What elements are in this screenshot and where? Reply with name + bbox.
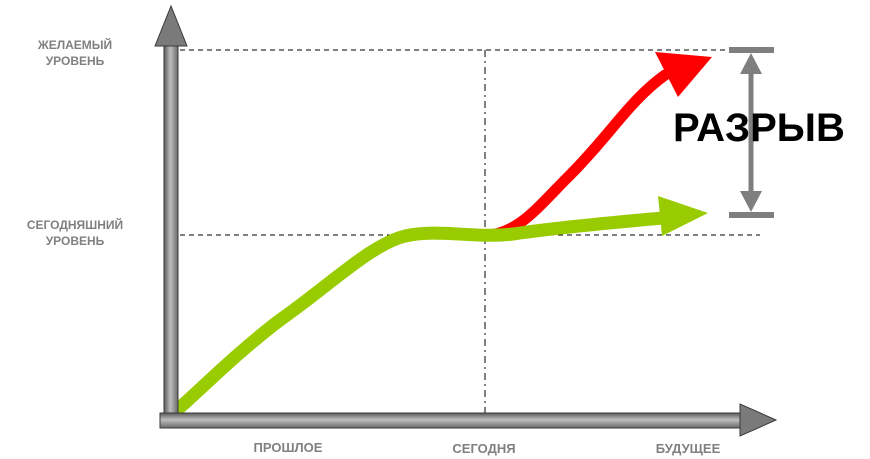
desired-level-label-line2: УРОВЕНЬ <box>45 54 105 68</box>
today-label: СЕГОДНЯ <box>452 441 516 456</box>
desired-level-label-line1: ЖЕЛАЕМЫЙ <box>37 38 113 52</box>
current-level-label-line2: УРОВЕНЬ <box>45 234 105 248</box>
desired-level-label: ЖЕЛАЕМЫЙ УРОВЕНЬ <box>0 37 150 69</box>
x-axis <box>159 403 778 437</box>
y-axis <box>154 4 188 429</box>
past-label: ПРОШЛОЕ <box>253 440 323 455</box>
future-label: БУДУЩЕЕ <box>655 441 721 456</box>
gap-label: РАЗРЫВ <box>673 106 845 150</box>
current-trend-arrow <box>170 196 708 417</box>
current-level-label: СЕГОДНЯШНИЙ УРОВЕНЬ <box>0 217 150 249</box>
gap-marker <box>729 47 774 218</box>
current-level-label-line1: СЕГОДНЯШНИЙ <box>26 218 124 232</box>
desired-trend-arrow <box>479 52 712 242</box>
